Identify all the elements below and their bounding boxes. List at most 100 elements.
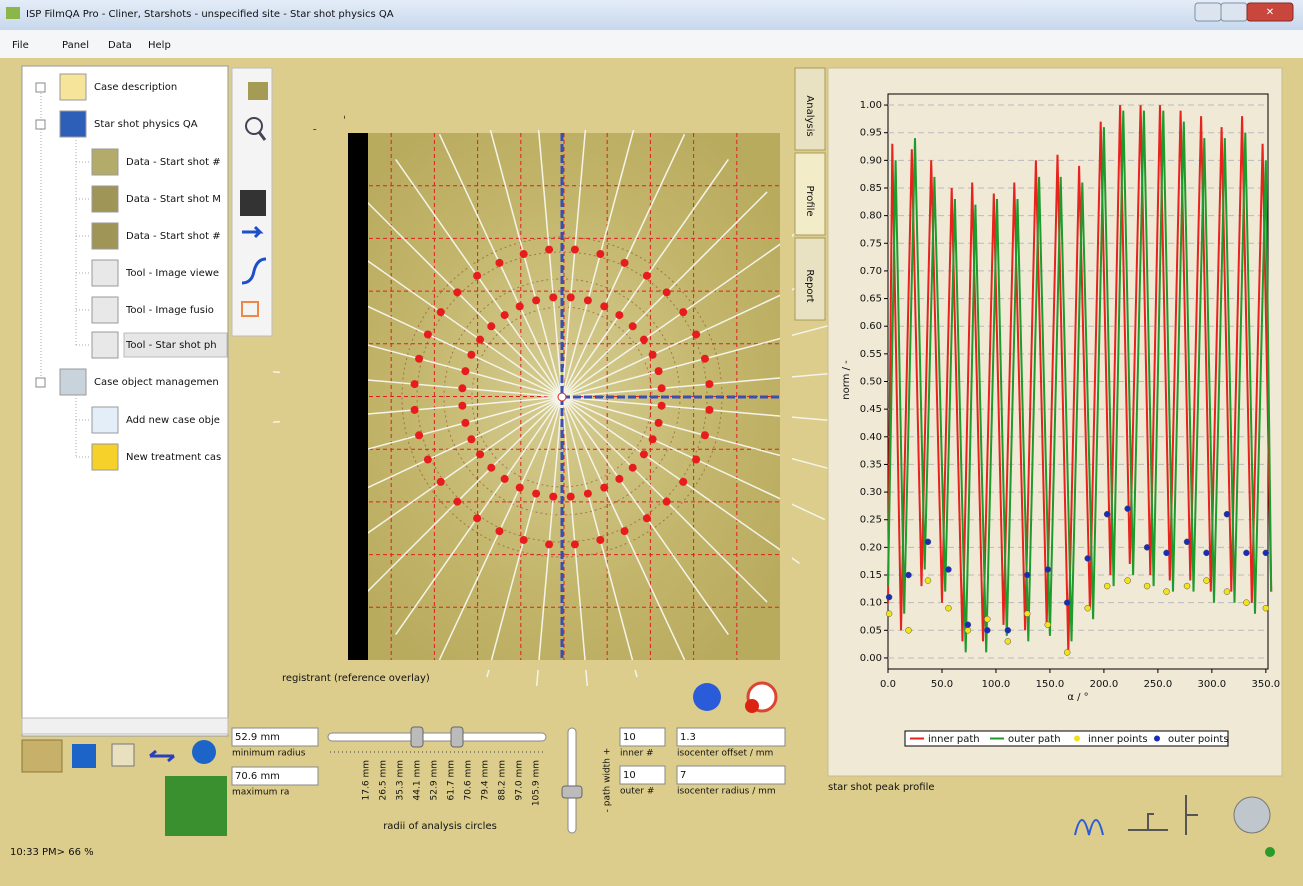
intersection-point [583,296,592,305]
tree-expander[interactable] [35,119,46,130]
close-icon: ✕ [1266,7,1274,18]
input-value[interactable]: 10 [623,770,636,781]
intersection-point [519,535,528,544]
tool-arrow[interactable] [242,225,264,239]
vertical-slider-thumb[interactable] [561,785,583,799]
side-tab-label[interactable]: Profile [804,185,815,216]
side-tab[interactable] [794,152,826,236]
y-scale-button[interactable] [1185,795,1198,835]
side-tab-label[interactable]: Analysis [804,95,815,136]
y-tick-label: 0.45 [860,404,882,415]
y-tick-label: 0.65 [860,294,882,305]
tree-item-label[interactable]: Case object managemen [94,377,219,388]
tree-item-label[interactable]: Case description [94,82,177,93]
side-tab[interactable] [794,237,826,321]
intersection-point [600,483,609,492]
input-field[interactable] [231,766,319,786]
tree-item-label[interactable]: New treatment cas [126,452,221,463]
profile-point [1063,649,1071,656]
tip-button[interactable] [192,740,216,764]
profile-point [1044,566,1052,573]
tree-item-label[interactable]: Data - Start shot # [126,231,221,242]
intersection-point [436,308,445,317]
vertical-slider-track[interactable] [567,727,577,834]
tool-curve[interactable] [241,257,267,285]
profile-point [1044,621,1052,629]
tree-item-label[interactable]: Add new case obje [126,415,220,426]
profile-point [1163,588,1170,595]
x-scale-button[interactable] [1128,813,1168,831]
intersection-point [549,293,558,302]
tree-item-label[interactable]: Star shot physics QA [94,119,198,130]
profile-line [887,105,1273,653]
menu-item[interactable]: Data [108,40,132,51]
intersection-point [519,250,528,259]
tree-item-label[interactable]: Data - Start shot # [126,157,221,168]
slider-track[interactable] [327,732,547,742]
tree-scrollbar[interactable] [21,717,229,735]
input-value[interactable]: 52.9 mm [235,732,280,743]
input-field[interactable] [676,765,786,785]
analyze-button[interactable] [693,683,721,711]
intersection-point [532,296,541,305]
maximize-button[interactable] [1220,2,1248,22]
intersection-point [467,435,476,444]
profile-point [1223,510,1231,518]
spoke-clip-left [280,130,348,670]
scale-label: 88.2 mm [498,760,508,800]
path-width-label: - path width + [603,748,613,813]
minimize-button[interactable] [1194,2,1222,22]
tree-item-label[interactable]: Tool - Image fusio [125,305,214,316]
y-tick-label: 0.95 [860,128,882,139]
input-field[interactable] [676,727,786,747]
tree-expander[interactable] [35,82,46,93]
tree-item-label[interactable]: Tool - Star shot ph [125,340,217,351]
spoke-clip-top [345,60,785,130]
input-value[interactable]: 1.3 [680,732,696,743]
slider-thumb[interactable] [410,726,424,748]
profile-point [1163,549,1170,557]
export-button[interactable] [111,743,135,767]
profile-point [1024,610,1031,617]
tool-thumbnail[interactable] [248,82,268,100]
y-tick-label: 0.10 [860,598,882,609]
intersection-point [596,535,605,544]
input-label: inner # [620,749,654,759]
intersection-point [692,455,701,464]
tree-item-label[interactable]: Data - Start shot M [126,194,221,205]
profile-line [887,110,1273,653]
settings-button[interactable] [1233,796,1271,834]
input-field[interactable] [619,727,666,747]
tool-zoom[interactable] [245,117,263,135]
side-tab-label[interactable]: Report [804,269,815,302]
swap-button[interactable] [149,749,175,763]
tool-zoom-handle [257,131,267,141]
save-button[interactable] [72,744,96,768]
profile-point [964,621,972,629]
profile-point [885,593,893,601]
profile-button[interactable] [1074,819,1104,836]
intersection-point [473,271,482,280]
tree-expander[interactable] [35,377,46,388]
menu-item[interactable]: File [12,40,29,51]
tree-icon [59,368,87,396]
close-button[interactable] [1246,2,1294,22]
intersection-point [415,431,424,440]
tool-image[interactable] [240,190,266,216]
menu-item[interactable]: Panel [62,40,89,51]
input-value[interactable]: 7 [680,770,686,781]
tree-item-label[interactable]: Tool - Image viewe [125,268,219,279]
input-field[interactable] [231,727,319,747]
slider-thumb[interactable] [450,726,464,748]
input-field[interactable] [619,765,666,785]
status-indicator [1265,847,1275,857]
input-value[interactable]: 70.6 mm [235,771,280,782]
side-tab[interactable] [794,67,826,151]
x-axis-label: α / ° [1067,692,1088,703]
tool-target[interactable] [241,301,259,317]
profile-point [1063,599,1071,606]
open-button[interactable] [21,739,63,773]
intersection-point [410,380,419,389]
input-value[interactable]: 10 [623,732,636,743]
menu-item[interactable]: Help [148,40,171,51]
